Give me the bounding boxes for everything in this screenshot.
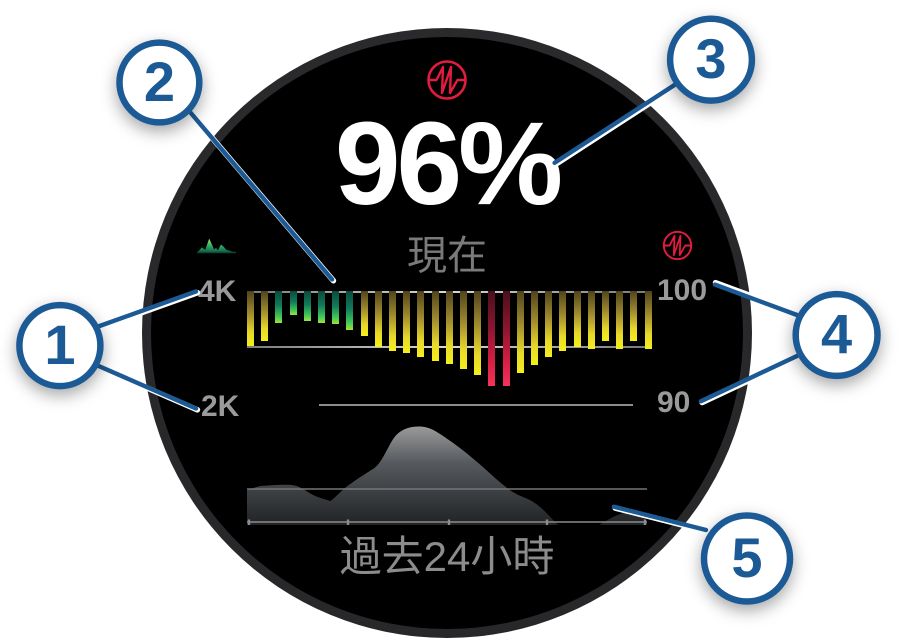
svg-text:3: 3 xyxy=(695,27,726,90)
svg-text:1: 1 xyxy=(44,313,75,376)
svg-text:4: 4 xyxy=(821,303,852,366)
svg-text:2: 2 xyxy=(144,50,175,113)
